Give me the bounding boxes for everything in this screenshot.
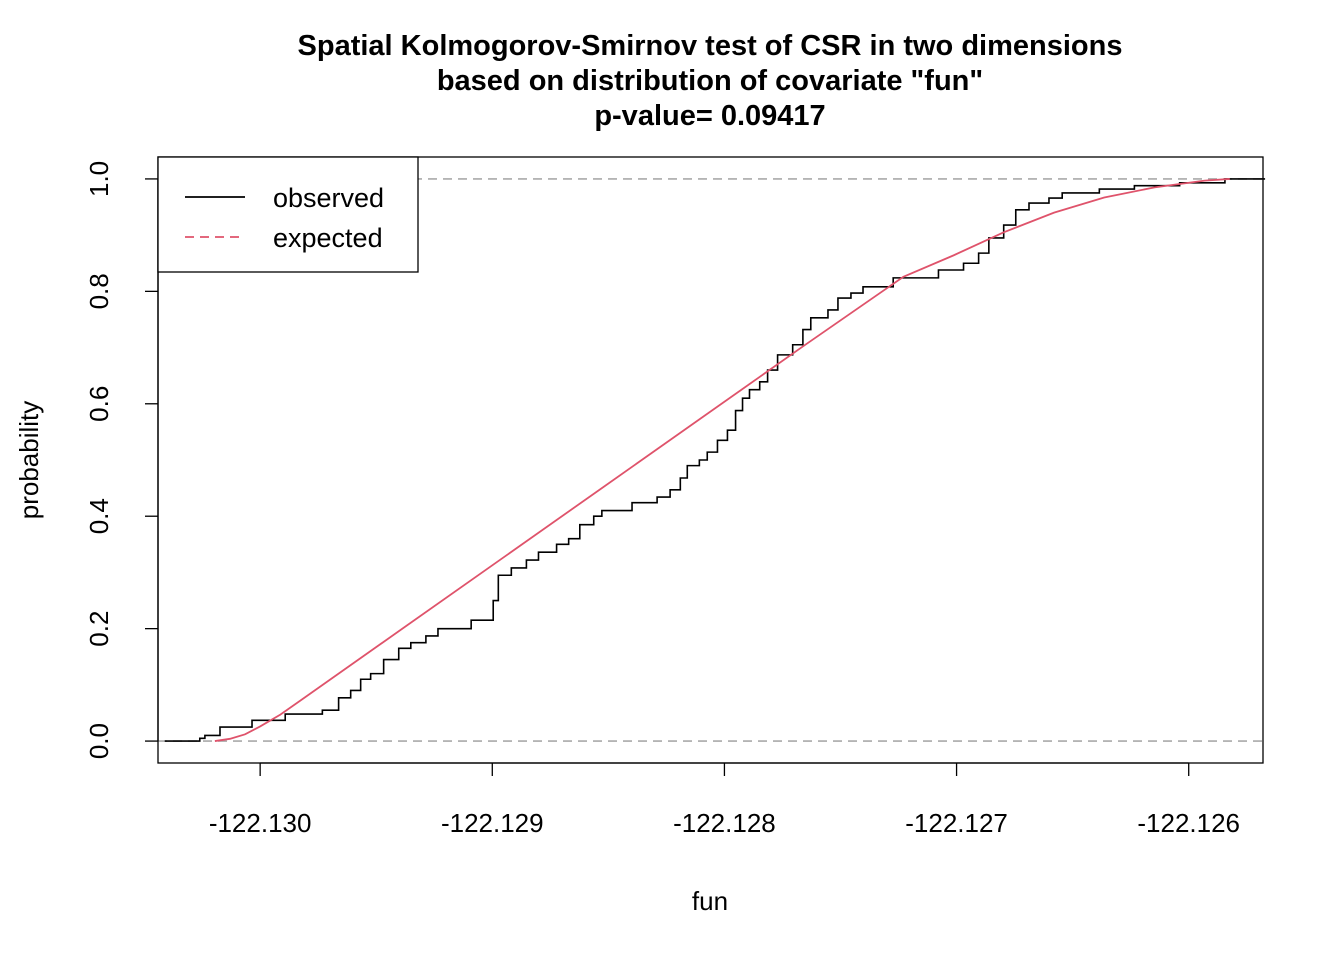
x-tick-label: -122.128: [673, 808, 776, 838]
legend-label: expected: [273, 223, 383, 253]
x-tick-label: -122.130: [209, 808, 312, 838]
x-tick-label: -122.127: [905, 808, 1008, 838]
chart-title: based on distribution of covariate "fun": [437, 65, 983, 97]
plot-frame: [157, 156, 1264, 764]
y-tick-label: 0.8: [84, 273, 114, 309]
y-axis-label: probability: [14, 401, 44, 520]
y-tick-label: 0.4: [84, 498, 114, 534]
chart-title: Spatial Kolmogorov-Smirnov test of CSR i…: [298, 30, 1123, 62]
y-tick-label: 0.0: [84, 723, 114, 759]
chart-title: p-value= 0.09417: [594, 100, 825, 132]
x-tick-label: -122.129: [441, 808, 544, 838]
legend-box: [157, 156, 419, 273]
y-tick-label: 0.6: [84, 386, 114, 422]
legend-label: observed: [273, 183, 384, 213]
x-tick-label: -122.126: [1137, 808, 1240, 838]
expected-line: [214, 178, 1230, 742]
x-axis-label: fun: [692, 886, 728, 916]
observed-line: [164, 178, 1266, 742]
y-tick-label: 1.0: [84, 161, 114, 197]
y-tick-label: 0.2: [84, 611, 114, 647]
